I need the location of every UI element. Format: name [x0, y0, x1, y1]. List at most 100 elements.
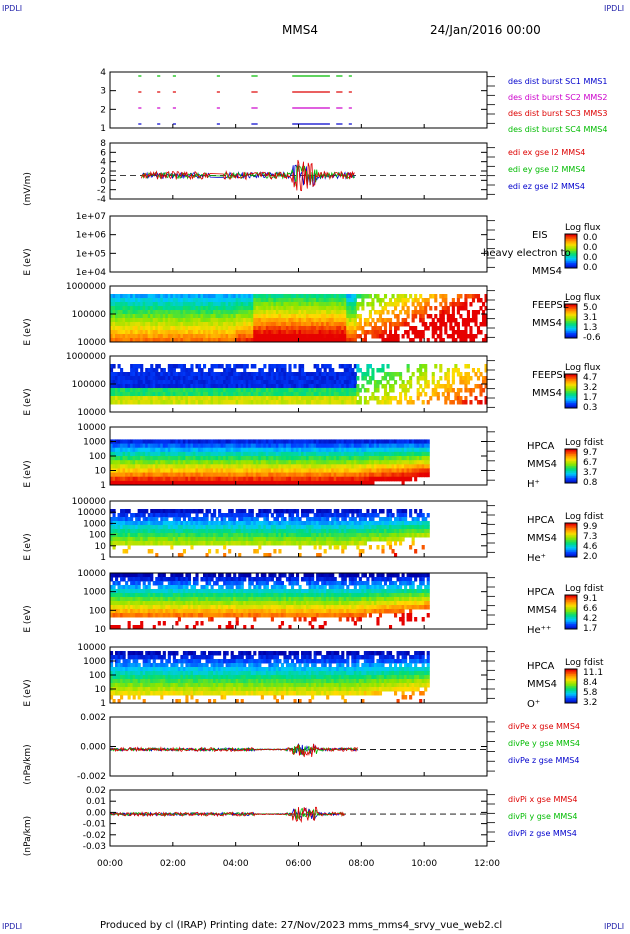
y-tick-label: 0.002 [80, 713, 106, 723]
colorbar-cell [565, 687, 577, 690]
instrument-label: He⁺ [527, 553, 546, 564]
colorbar-cell [565, 543, 577, 546]
colorbar-tick: 0.0 [583, 263, 598, 273]
colorbar-cell [565, 266, 577, 269]
colorbar-cell [565, 262, 577, 265]
colorbar-tick: 3.7 [583, 468, 597, 478]
colorbar-cell [565, 319, 577, 322]
x-tick-label: 00:00 [97, 859, 123, 869]
series-line [109, 806, 346, 824]
colorbar-cell [565, 476, 577, 479]
y-axis-label: E (eV) [23, 533, 33, 560]
colorbar-tick: 7.3 [583, 532, 597, 542]
colorbar-cell [565, 249, 577, 252]
colorbar-cell [565, 449, 577, 452]
colorbar-cell [565, 245, 577, 248]
y-tick-label: 1000000 [66, 352, 106, 362]
y-tick-label: -0.02 [83, 831, 106, 841]
colorbar-cell [565, 240, 577, 243]
instrument-label: HPCA [527, 661, 555, 672]
colorbar-cell [565, 467, 577, 470]
colorbar-tick: 9.9 [583, 522, 598, 532]
colorbar-cell [565, 317, 577, 320]
instrument-label: MMS4 [527, 605, 557, 616]
colorbar-cell [565, 259, 577, 262]
y-tick-label: 100000 [72, 380, 107, 390]
colorbar-cell [565, 257, 577, 260]
colorbar-cell [565, 536, 577, 539]
colorbar-cell [565, 541, 577, 544]
colorbar-cell [565, 389, 577, 392]
legend-entry: divPe z gse MMS4 [508, 756, 579, 765]
series-line [141, 159, 355, 192]
colorbar-cell [565, 380, 577, 383]
colorbar-cell [565, 331, 577, 334]
y-axis-label: (mV/m) [23, 172, 33, 206]
legend-entry: des dist burst SC1 MMS1 [508, 77, 607, 86]
legend-entry: divPi x gse MMS4 [508, 795, 577, 804]
colorbar-cell [565, 391, 577, 394]
instrument-label: FEEPSE [532, 300, 569, 311]
colorbar-cell [565, 595, 577, 598]
colorbar-cell [565, 450, 577, 453]
y-tick-label: 10 [95, 625, 107, 635]
colorbar-title: Log flux [565, 363, 601, 373]
colorbar-cell [565, 309, 577, 312]
colorbar-cell [565, 477, 577, 480]
colorbar-cell [565, 379, 577, 382]
legend-entry: divPi z gse MMS4 [508, 829, 577, 838]
y-axis-label: (nPa/km) [23, 816, 33, 856]
x-tick-label: 12:00 [474, 859, 500, 869]
colorbar-frame [564, 233, 578, 269]
colorbar-tick: 1.7 [583, 624, 597, 634]
colorbar-cell [565, 686, 577, 689]
colorbar-cell [565, 548, 577, 551]
y-tick-label: 1 [100, 699, 106, 709]
colorbar-tick: 3.1 [583, 313, 597, 323]
colorbar-tick: -0.6 [583, 333, 601, 343]
colorbar-cell [565, 533, 577, 536]
instrument-label: H⁺ [527, 479, 540, 490]
y-tick-label: 100000 [72, 497, 107, 507]
colorbar-cell [565, 460, 577, 463]
instrument-label: EIS [532, 230, 548, 241]
x-tick-label: 10:00 [411, 859, 437, 869]
spacecraft-title: MMS4 [282, 23, 318, 37]
panel-divpe [109, 716, 495, 777]
colorbar-tick: 6.6 [583, 604, 598, 614]
colorbar-cell [565, 264, 577, 267]
colorbar-cell [565, 474, 577, 477]
colorbar-cell [565, 605, 577, 608]
colorbar-cell [565, 526, 577, 529]
colorbar-cell [565, 454, 577, 457]
colorbar-tick: 0.8 [583, 478, 598, 488]
y-tick-label: 1e+05 [76, 249, 106, 259]
colorbar-tick: 2.0 [583, 552, 598, 562]
y-tick-label: 1 [100, 481, 106, 491]
legend-entry: edi ez gse l2 MMS4 [508, 182, 585, 191]
colorbar-cell [565, 397, 577, 400]
colorbar-cell [565, 618, 577, 621]
colorbar-cell [565, 620, 577, 623]
colorbar-tick: 8.4 [583, 678, 598, 688]
y-tick-label: 10000 [77, 569, 106, 579]
legend-entry: edi ex gse l2 MMS4 [508, 148, 585, 157]
legend-entry: edi ey gse l2 MMS4 [508, 165, 586, 174]
colorbar-tick: 9.1 [583, 594, 597, 604]
y-tick-label: -0.01 [83, 820, 106, 830]
colorbar-cell [565, 464, 577, 467]
colorbar-cell [565, 404, 577, 407]
panel-feepsi [109, 355, 578, 413]
y-tick-label: 1 [100, 553, 106, 563]
colorbar-tick: 3.2 [583, 383, 597, 393]
y-tick-label: 100000 [72, 310, 107, 320]
overlay-label: heavy electron to [483, 248, 571, 259]
y-tick-label: 1000 [83, 519, 106, 529]
colorbar-cell [565, 603, 577, 606]
colorbar-cell [565, 322, 577, 325]
instrument-label: FEEPSI [532, 370, 566, 381]
colorbar-cell [565, 529, 577, 532]
y-tick-label: 0.00 [86, 808, 106, 818]
instrument-label: MMS4 [532, 318, 562, 329]
colorbar-title: Log fdist [565, 512, 604, 522]
